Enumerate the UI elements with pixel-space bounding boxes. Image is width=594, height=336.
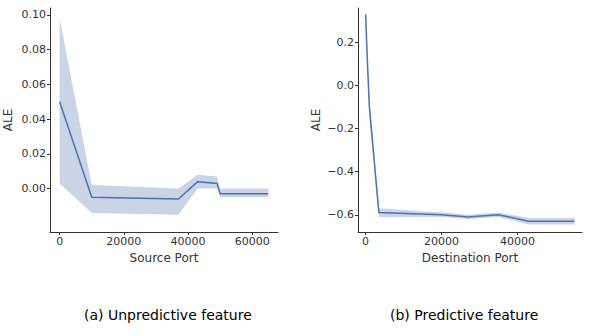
svg-text:−0.2: −0.2 — [327, 122, 354, 135]
svg-text:0.04: 0.04 — [22, 113, 47, 126]
svg-text:0: 0 — [362, 235, 369, 248]
svg-text:0.02: 0.02 — [22, 147, 47, 160]
svg-text:−0.4: −0.4 — [327, 165, 354, 178]
svg-text:Destination Port: Destination Port — [422, 251, 519, 265]
svg-text:ALE: ALE — [1, 109, 15, 131]
svg-text:20000: 20000 — [424, 235, 459, 248]
svg-text:(b) Predictive feature: (b) Predictive feature — [390, 307, 538, 323]
svg-text:0.2: 0.2 — [337, 36, 355, 49]
svg-text:(a) Unpredictive feature: (a) Unpredictive feature — [84, 307, 252, 323]
svg-text:40000: 40000 — [171, 235, 206, 248]
svg-text:40000: 40000 — [500, 235, 535, 248]
svg-text:0: 0 — [56, 235, 63, 248]
svg-text:0.06: 0.06 — [22, 78, 47, 91]
svg-text:−0.6: −0.6 — [327, 208, 354, 221]
svg-text:0.00: 0.00 — [22, 182, 47, 195]
svg-text:0.10: 0.10 — [22, 8, 47, 21]
svg-text:0.0: 0.0 — [337, 79, 355, 92]
svg-text:ALE: ALE — [309, 109, 323, 131]
svg-text:60000: 60000 — [235, 235, 270, 248]
svg-text:20000: 20000 — [106, 235, 141, 248]
svg-text:0.08: 0.08 — [22, 43, 47, 56]
svg-text:Source Port: Source Port — [130, 251, 199, 265]
